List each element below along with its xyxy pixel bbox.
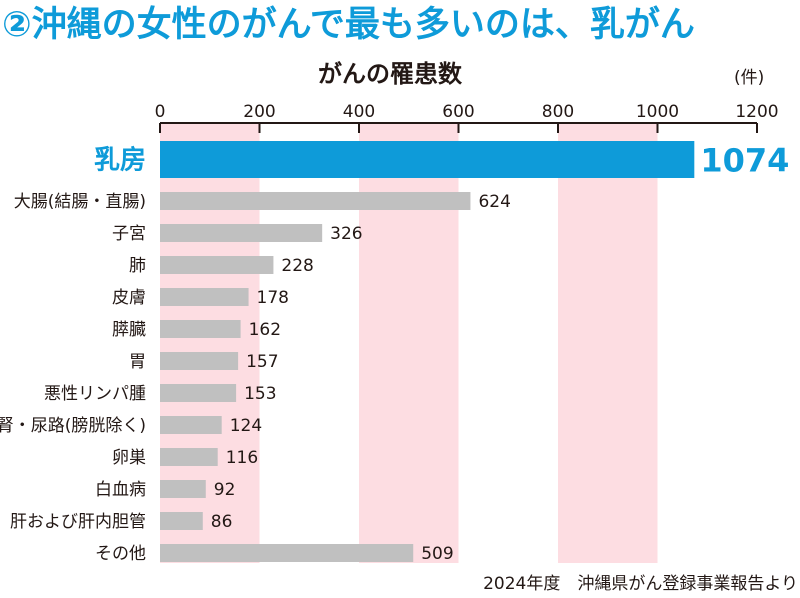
bars <box>160 141 695 562</box>
x-tick-label: 600 <box>442 102 474 122</box>
value-label: 509 <box>421 544 453 564</box>
value-label: 124 <box>230 416 262 436</box>
category-label: 胃 <box>129 352 146 372</box>
bar <box>160 256 274 274</box>
value-label: 157 <box>246 352 278 372</box>
bar <box>160 352 239 370</box>
x-tick-label: 400 <box>343 102 375 122</box>
category-label: 肝および肝内胆管 <box>10 512 146 532</box>
page-title: ②沖縄の女性のがんで最も多いのは、乳がん <box>2 5 695 45</box>
category-label: 腎・尿路(膀胱除く) <box>0 416 146 436</box>
shaded-band <box>359 124 459 563</box>
x-axis: 0 200 400 600 800 1000 1200 <box>155 102 779 133</box>
bar <box>160 512 203 530</box>
category-label: 卵巣 <box>112 448 146 468</box>
bar <box>160 320 241 338</box>
bar <box>160 288 249 306</box>
category-label: 子宮 <box>112 224 146 244</box>
category-label: 白血病 <box>95 480 146 500</box>
value-label: 228 <box>281 256 313 276</box>
category-label: 膵臓 <box>112 320 146 340</box>
value-label: 86 <box>211 512 233 532</box>
source-note: 2024年度 沖縄県がん登録事業報告より <box>483 574 798 594</box>
bar <box>160 224 323 242</box>
category-label: 乳房 <box>94 146 146 176</box>
x-tick-label: 1200 <box>735 102 778 122</box>
category-label: その他 <box>95 544 146 564</box>
shaded-band <box>558 124 658 563</box>
x-tick-label: 0 <box>155 102 166 122</box>
bar <box>160 192 471 210</box>
value-label: 153 <box>244 384 276 404</box>
bar <box>160 416 222 434</box>
value-label: 326 <box>330 224 362 244</box>
category-label: 皮膚 <box>112 288 146 308</box>
x-tick-label: 1000 <box>636 102 679 122</box>
bar <box>160 384 237 402</box>
category-label: 肺 <box>129 256 146 276</box>
value-label: 92 <box>214 480 236 500</box>
value-label: 178 <box>257 288 289 308</box>
bar <box>160 544 414 562</box>
value-label: 162 <box>249 320 281 340</box>
category-label: 悪性リンパ腫 <box>44 384 146 404</box>
value-labels: 1074 624 326 228 178 162 157 153 124 116 92 86 509 <box>211 142 790 565</box>
value-label: 116 <box>226 448 258 468</box>
value-label: 624 <box>478 192 510 212</box>
category-label: 大腸(結腸・直腸) <box>14 192 146 212</box>
unit-label: (件) <box>734 68 765 88</box>
bar <box>160 448 218 466</box>
bar-highlight <box>160 141 695 178</box>
value-label: 1074 <box>700 142 789 180</box>
x-tick-label: 800 <box>542 102 574 122</box>
bar <box>160 480 206 498</box>
chart-title: がんの罹患数 <box>318 60 462 88</box>
x-tick-label: 200 <box>243 102 275 122</box>
